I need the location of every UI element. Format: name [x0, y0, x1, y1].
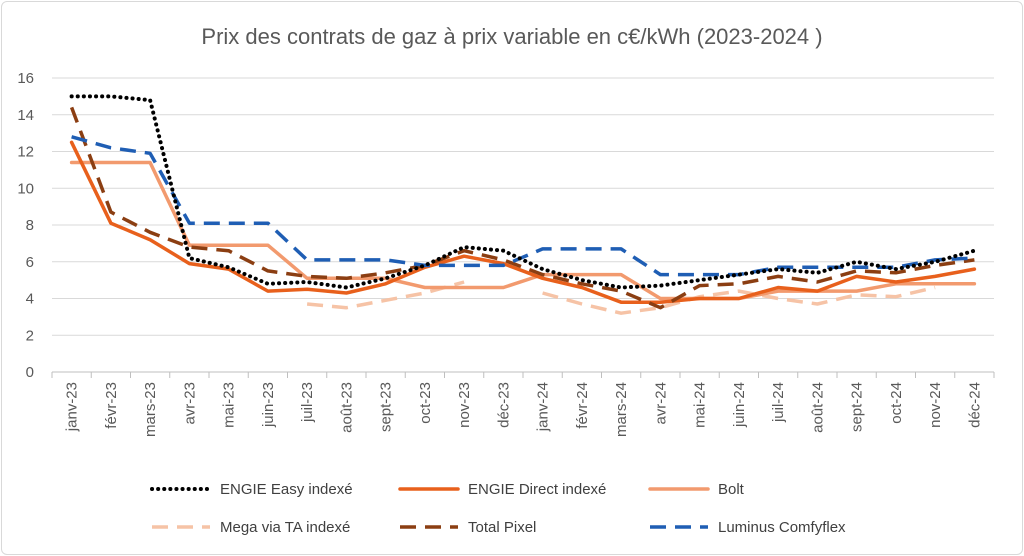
x-tick-label: déc-23 — [495, 382, 512, 428]
series-line-2 — [69, 160, 977, 301]
x-tick-label: nov-24 — [927, 382, 944, 428]
x-tick-label: juin-24 — [731, 382, 748, 428]
x-tick-label: mars-23 — [142, 382, 159, 437]
series-line-3 — [306, 280, 465, 310]
x-tick-label: févr-23 — [103, 382, 120, 429]
legend-label: Bolt — [718, 481, 745, 498]
x-tick-label: oct-24 — [888, 382, 905, 424]
series-line-4 — [69, 106, 975, 310]
y-tick-label: 4 — [26, 291, 34, 308]
x-tick-label: mars-24 — [613, 382, 630, 437]
x-tick-label: avr-24 — [652, 382, 669, 425]
y-tick-label: 6 — [26, 254, 34, 271]
x-tick-label: août-23 — [338, 382, 355, 433]
x-tick-label: janv-23 — [64, 382, 81, 432]
y-tick-label: 14 — [17, 107, 34, 124]
x-tick-label: févr-24 — [574, 382, 591, 429]
x-tick-label: mai-24 — [692, 382, 709, 428]
series-line-3 — [542, 285, 936, 315]
series-line-5 — [71, 135, 975, 277]
x-tick-label: déc-24 — [966, 382, 983, 428]
y-tick-label: 2 — [26, 327, 34, 344]
x-tick-label: juil-23 — [299, 382, 316, 423]
y-tick-label: 10 — [17, 180, 34, 197]
legend-label: ENGIE Direct indexé — [468, 481, 606, 498]
legend-label: Mega via TA indexé — [220, 519, 350, 536]
y-tick-label: 0 — [26, 364, 34, 381]
series-line-1 — [69, 140, 977, 304]
y-tick-label: 16 — [17, 70, 34, 87]
legend-label: Luminus Comfyflex — [718, 519, 846, 536]
y-tick-label: 8 — [26, 217, 34, 234]
x-tick-label: sept-24 — [849, 382, 866, 432]
series-line-0 — [69, 94, 977, 290]
legend-label: Total Pixel — [468, 519, 536, 536]
x-tick-label: nov-23 — [456, 382, 473, 428]
x-tick-label: juil-24 — [770, 382, 787, 423]
x-tick-label: sept-23 — [378, 382, 395, 432]
legend-label: ENGIE Easy indexé — [220, 481, 353, 498]
y-tick-label: 12 — [17, 144, 34, 161]
x-tick-label: août-24 — [809, 382, 826, 433]
chart-title: Prix des contrats de gaz à prix variable… — [201, 24, 822, 49]
x-tick-label: janv-24 — [535, 382, 552, 432]
x-tick-label: avr-23 — [181, 382, 198, 425]
x-tick-label: oct-23 — [417, 382, 434, 424]
x-tick-label: mai-23 — [221, 382, 238, 428]
x-tick-label: juin-23 — [260, 382, 277, 428]
